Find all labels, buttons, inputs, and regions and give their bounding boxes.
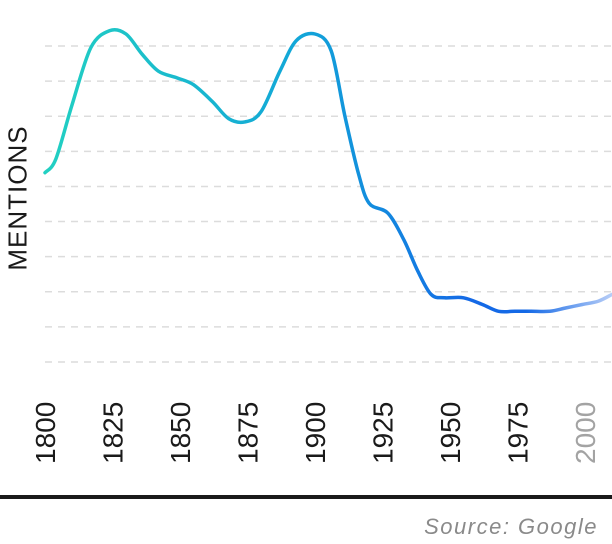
y-axis-label: MENTIONS [2, 125, 33, 271]
x-tick-label: 1975 [503, 402, 534, 464]
x-tick-label: 1925 [368, 402, 399, 464]
mentions-series-line [43, 27, 612, 314]
source-note: Source: Google [424, 514, 598, 539]
line-chart: 1800 1825 1850 1875 1900 1925 1950 1975 2000 [30, 27, 612, 464]
series-layer [43, 27, 612, 314]
x-tick-label: 1800 [30, 402, 61, 464]
footer-divider [0, 495, 612, 499]
x-tick-label: 1900 [300, 402, 331, 464]
x-tick-label: 1825 [98, 402, 129, 464]
x-tick-label: 1875 [233, 402, 264, 464]
x-axis-ticks: 1800 1825 1850 1875 1900 1925 1950 1975 2000 [30, 402, 601, 464]
gridlines [45, 45, 612, 363]
x-tick-label: 2000 [570, 402, 601, 464]
x-tick-label: 1850 [165, 402, 196, 464]
x-tick-label: 1950 [435, 402, 466, 464]
